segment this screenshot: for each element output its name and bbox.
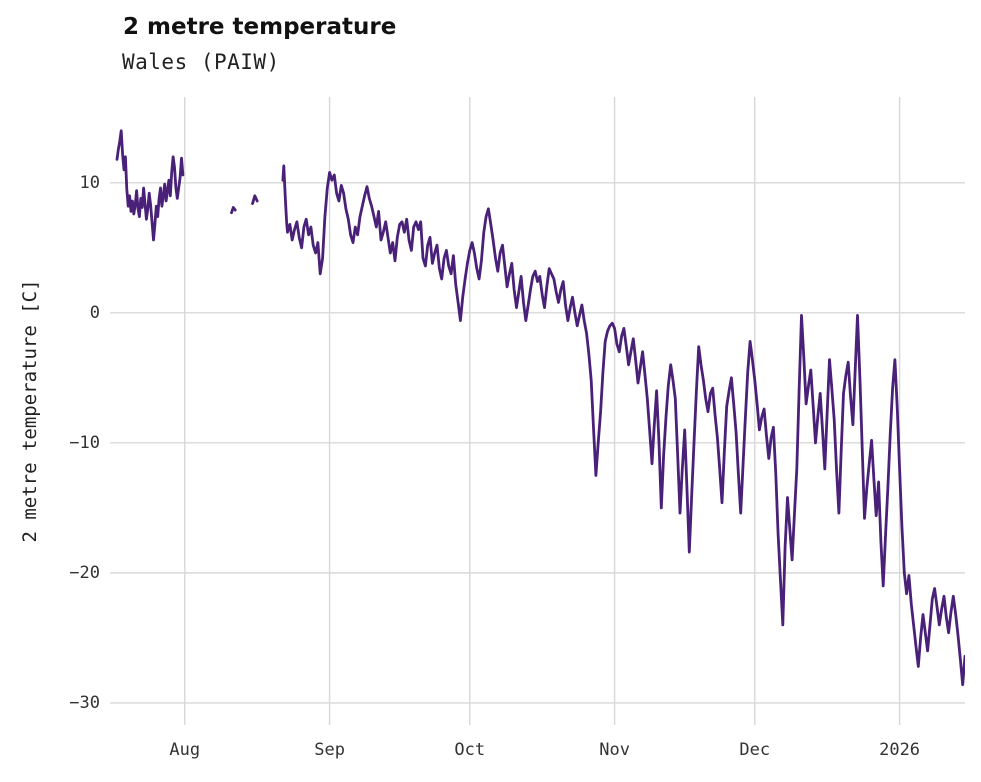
- y-tick-label: 10: [79, 172, 100, 193]
- chart-title: 2 metre temperature: [123, 14, 397, 40]
- x-tick-label: Sep: [314, 740, 345, 760]
- x-tick-label: Oct: [454, 740, 486, 760]
- x-tick-label: 2026: [879, 740, 921, 760]
- temperature-series-line: [281, 164, 965, 687]
- x-tick-label: Nov: [599, 740, 630, 760]
- x-tick-label: Dec: [739, 740, 771, 760]
- temperature-series-line: [230, 206, 237, 215]
- temperature-series-line: [115, 129, 185, 242]
- y-axis-label: 2 metre temperature [C]: [19, 279, 41, 543]
- y-tick-label: −10: [69, 432, 100, 453]
- x-tick-label: Aug: [169, 740, 201, 760]
- plot-area: [110, 97, 965, 725]
- y-tick-label: −20: [69, 562, 100, 583]
- temperature-series-line: [251, 194, 259, 205]
- y-tick-label: −30: [69, 692, 100, 713]
- chart-subtitle: Wales (PAIW): [122, 50, 280, 74]
- y-tick-label: 0: [89, 302, 100, 323]
